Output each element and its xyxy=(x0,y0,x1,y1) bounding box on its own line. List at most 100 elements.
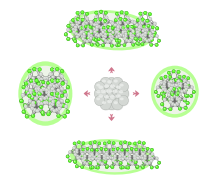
Ellipse shape xyxy=(105,12,106,13)
Ellipse shape xyxy=(102,39,103,40)
Ellipse shape xyxy=(31,97,32,98)
Ellipse shape xyxy=(131,37,132,38)
Ellipse shape xyxy=(156,157,157,158)
Ellipse shape xyxy=(127,160,130,163)
Ellipse shape xyxy=(37,76,39,77)
Ellipse shape xyxy=(178,88,182,92)
Ellipse shape xyxy=(121,154,124,158)
Ellipse shape xyxy=(91,142,94,145)
Ellipse shape xyxy=(169,87,173,90)
Ellipse shape xyxy=(161,85,164,89)
Ellipse shape xyxy=(52,109,56,113)
Ellipse shape xyxy=(74,160,77,164)
Ellipse shape xyxy=(41,87,45,91)
Ellipse shape xyxy=(133,151,134,152)
Ellipse shape xyxy=(130,37,131,38)
Ellipse shape xyxy=(148,161,151,164)
Ellipse shape xyxy=(132,32,135,35)
Ellipse shape xyxy=(186,95,187,96)
Ellipse shape xyxy=(127,160,130,163)
Ellipse shape xyxy=(156,166,159,169)
Ellipse shape xyxy=(46,91,47,92)
Ellipse shape xyxy=(150,157,153,160)
Ellipse shape xyxy=(133,161,136,164)
Ellipse shape xyxy=(31,113,35,117)
Ellipse shape xyxy=(68,151,72,154)
Ellipse shape xyxy=(75,32,78,36)
Ellipse shape xyxy=(95,23,99,27)
Ellipse shape xyxy=(34,109,35,110)
Ellipse shape xyxy=(56,94,59,98)
Ellipse shape xyxy=(158,162,159,163)
Ellipse shape xyxy=(115,39,119,43)
Ellipse shape xyxy=(47,111,50,114)
Ellipse shape xyxy=(50,90,54,94)
Ellipse shape xyxy=(122,158,123,159)
Ellipse shape xyxy=(83,146,86,149)
Ellipse shape xyxy=(170,88,171,89)
Ellipse shape xyxy=(169,79,173,82)
Ellipse shape xyxy=(144,19,147,23)
Ellipse shape xyxy=(138,30,141,34)
Ellipse shape xyxy=(130,25,134,29)
Ellipse shape xyxy=(129,151,132,154)
Ellipse shape xyxy=(161,86,163,87)
Ellipse shape xyxy=(43,101,47,105)
Ellipse shape xyxy=(40,89,43,92)
Ellipse shape xyxy=(60,74,64,78)
Ellipse shape xyxy=(107,38,111,41)
Ellipse shape xyxy=(27,92,29,94)
Ellipse shape xyxy=(80,31,83,34)
Ellipse shape xyxy=(66,100,68,101)
Ellipse shape xyxy=(57,114,60,118)
Ellipse shape xyxy=(93,37,94,38)
Ellipse shape xyxy=(124,28,126,29)
Ellipse shape xyxy=(104,161,105,162)
Ellipse shape xyxy=(87,148,88,149)
Ellipse shape xyxy=(67,37,71,41)
Ellipse shape xyxy=(37,87,40,90)
Ellipse shape xyxy=(190,86,194,89)
Ellipse shape xyxy=(172,85,173,86)
Ellipse shape xyxy=(134,161,137,164)
Ellipse shape xyxy=(47,98,48,99)
Ellipse shape xyxy=(99,151,102,154)
Ellipse shape xyxy=(106,156,109,159)
Ellipse shape xyxy=(148,162,149,163)
Ellipse shape xyxy=(126,155,130,158)
Ellipse shape xyxy=(104,29,108,33)
Ellipse shape xyxy=(49,81,52,84)
Ellipse shape xyxy=(56,95,57,96)
Ellipse shape xyxy=(153,33,156,37)
Ellipse shape xyxy=(149,34,152,37)
Ellipse shape xyxy=(186,85,189,88)
Ellipse shape xyxy=(34,84,35,85)
Ellipse shape xyxy=(68,10,155,50)
Ellipse shape xyxy=(137,19,138,20)
Ellipse shape xyxy=(33,108,37,112)
Ellipse shape xyxy=(31,113,35,117)
Ellipse shape xyxy=(66,99,69,103)
Ellipse shape xyxy=(114,159,115,160)
Ellipse shape xyxy=(83,158,87,162)
Ellipse shape xyxy=(41,81,45,84)
Ellipse shape xyxy=(169,101,171,102)
Ellipse shape xyxy=(23,86,24,87)
Ellipse shape xyxy=(120,162,121,163)
Ellipse shape xyxy=(81,152,84,156)
Ellipse shape xyxy=(120,157,123,160)
Ellipse shape xyxy=(39,100,42,104)
Ellipse shape xyxy=(162,97,165,100)
Ellipse shape xyxy=(157,94,161,98)
Ellipse shape xyxy=(109,37,113,41)
Ellipse shape xyxy=(116,28,120,31)
Ellipse shape xyxy=(47,87,49,88)
Ellipse shape xyxy=(111,30,112,31)
Ellipse shape xyxy=(138,17,142,20)
Ellipse shape xyxy=(147,150,151,153)
Ellipse shape xyxy=(132,30,134,31)
Ellipse shape xyxy=(81,153,83,154)
Ellipse shape xyxy=(88,34,91,37)
Ellipse shape xyxy=(171,93,175,97)
Ellipse shape xyxy=(184,83,187,86)
